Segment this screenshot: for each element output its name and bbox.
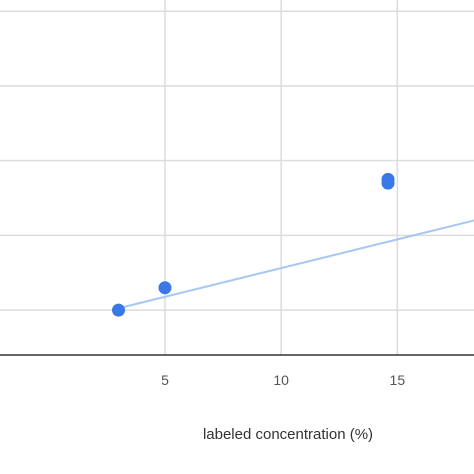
x-tick-label: 5 xyxy=(161,372,169,388)
x-tick-label: 15 xyxy=(390,372,406,388)
data-point xyxy=(112,303,125,317)
x-tick-labels: 5 10 15 xyxy=(161,372,405,388)
x-tick-label: 10 xyxy=(273,372,289,388)
gridlines xyxy=(0,0,474,355)
data-point xyxy=(381,172,395,186)
x-axis-title: labeled concentration (%) xyxy=(203,426,373,443)
data-point xyxy=(158,281,172,295)
trendline xyxy=(118,219,474,310)
data-points xyxy=(112,172,395,317)
